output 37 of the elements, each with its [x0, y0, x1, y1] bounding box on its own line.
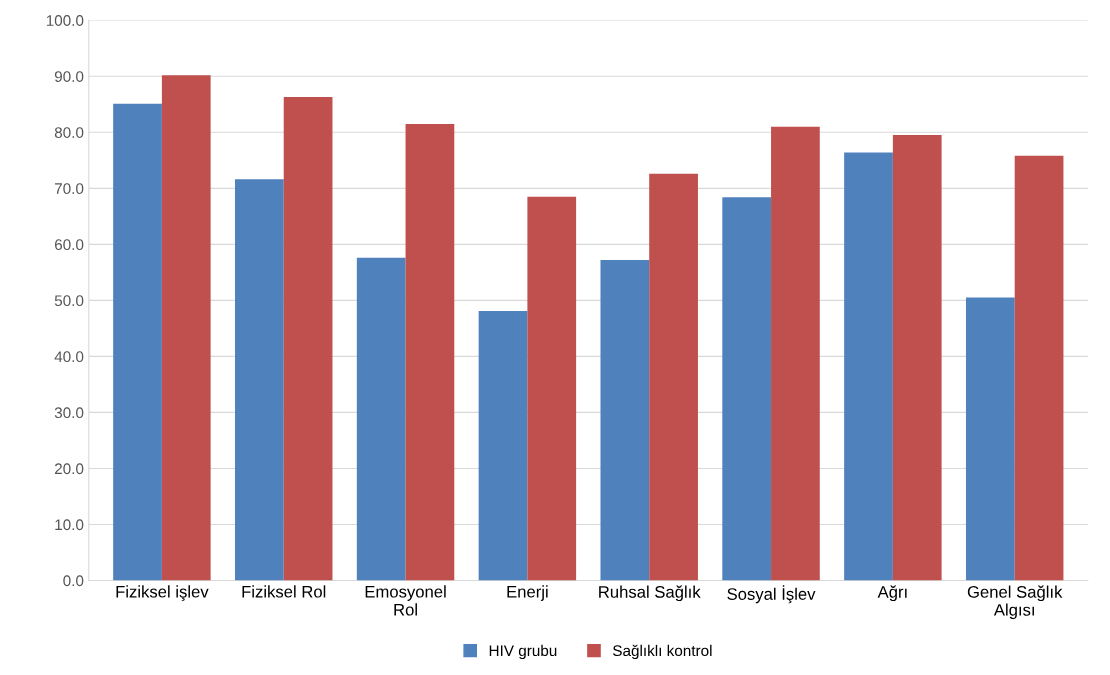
- y-tick-label: 40.0: [54, 351, 84, 363]
- bar: [1014, 155, 1064, 581]
- x-tick-label: Fiziksel işlev: [116, 585, 209, 601]
- x-tick-label: Ruhsal Sağlık: [599, 585, 701, 602]
- x-tick-label: Sosyal İşlev: [727, 585, 816, 604]
- bar: [965, 297, 1015, 581]
- bar: [527, 196, 577, 581]
- bar: [722, 197, 772, 581]
- x-tick-label: Genel Sağlık Algısı: [967, 585, 1063, 620]
- bar: [405, 123, 455, 581]
- y-tick-label: 60.0: [54, 239, 84, 251]
- x-tick-label: Enerji: [507, 585, 548, 601]
- y-tick-label: 30.0: [54, 407, 84, 419]
- y-tick-label: 80.0: [54, 127, 84, 138]
- y-tick-label: 10.0: [55, 519, 84, 531]
- bar: [478, 311, 528, 581]
- bar: [113, 103, 162, 581]
- legend-label: Sağlıklı kontrol: [613, 644, 712, 660]
- y-tick-label: 90.0: [54, 71, 84, 82]
- bar: [235, 179, 284, 581]
- bar: [356, 257, 406, 581]
- x-tick-label: Ağrı: [877, 585, 907, 602]
- bar: [771, 126, 820, 581]
- bar: [161, 75, 211, 581]
- x-tick-label: Emosyonel Rol: [365, 585, 446, 616]
- y-tick-label: 20.0: [54, 463, 84, 475]
- bar: [600, 260, 650, 581]
- legend-label: HIV grubu: [489, 644, 557, 660]
- y-tick-label: 100.0: [46, 15, 84, 26]
- bar: [844, 152, 893, 581]
- bar: [892, 135, 942, 581]
- y-tick-label: 70.0: [54, 183, 84, 195]
- x-tick-label: Fiziksel Rol: [242, 585, 326, 598]
- bar: [649, 173, 698, 581]
- y-tick-label: 0.0: [63, 575, 84, 587]
- bar: [283, 97, 333, 581]
- y-tick-label: 50.0: [54, 295, 84, 307]
